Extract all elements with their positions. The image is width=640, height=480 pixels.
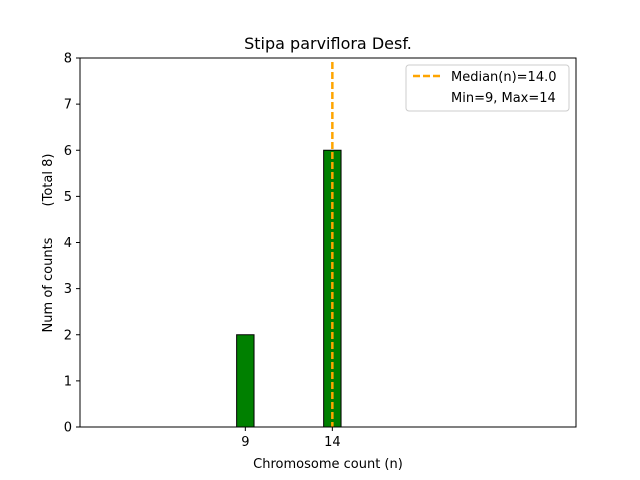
y-tick-label: 7: [64, 98, 72, 113]
x-ticks-group: 9 14: [241, 427, 341, 450]
y-tick-label: 6: [64, 144, 72, 159]
y-tick-label: 1: [64, 374, 72, 389]
x-tick-label: 9: [241, 435, 249, 450]
legend-median-label: Median(n)=14.0: [451, 70, 557, 85]
y-tick-label: 2: [64, 328, 72, 343]
legend-box: [405, 64, 570, 112]
y-tick-label: 5: [64, 190, 72, 205]
chart-title: Stipa parviflora Desf.: [244, 34, 412, 53]
x-axis-label: Chromosome count (n): [253, 457, 403, 472]
y-tick-label: 8: [64, 52, 72, 67]
y-tick-label: 3: [64, 282, 72, 297]
y-axis-label: Num of counts: [41, 237, 56, 332]
y-tick-label: 4: [64, 236, 72, 251]
legend: Median(n)=14.0 Min=9, Max=14: [405, 64, 570, 112]
histogram-bar: [236, 334, 255, 428]
legend-minmax-label: Min=9, Max=14: [451, 91, 556, 106]
x-tick-label: 14: [324, 435, 341, 450]
bars-group: [236, 149, 342, 428]
y-tick-label: 0: [64, 421, 72, 436]
y-ticks-group: 0 1 2 3 4 5 6 7 8: [64, 52, 80, 436]
y-axis-label-total: (Total 8): [41, 154, 56, 207]
